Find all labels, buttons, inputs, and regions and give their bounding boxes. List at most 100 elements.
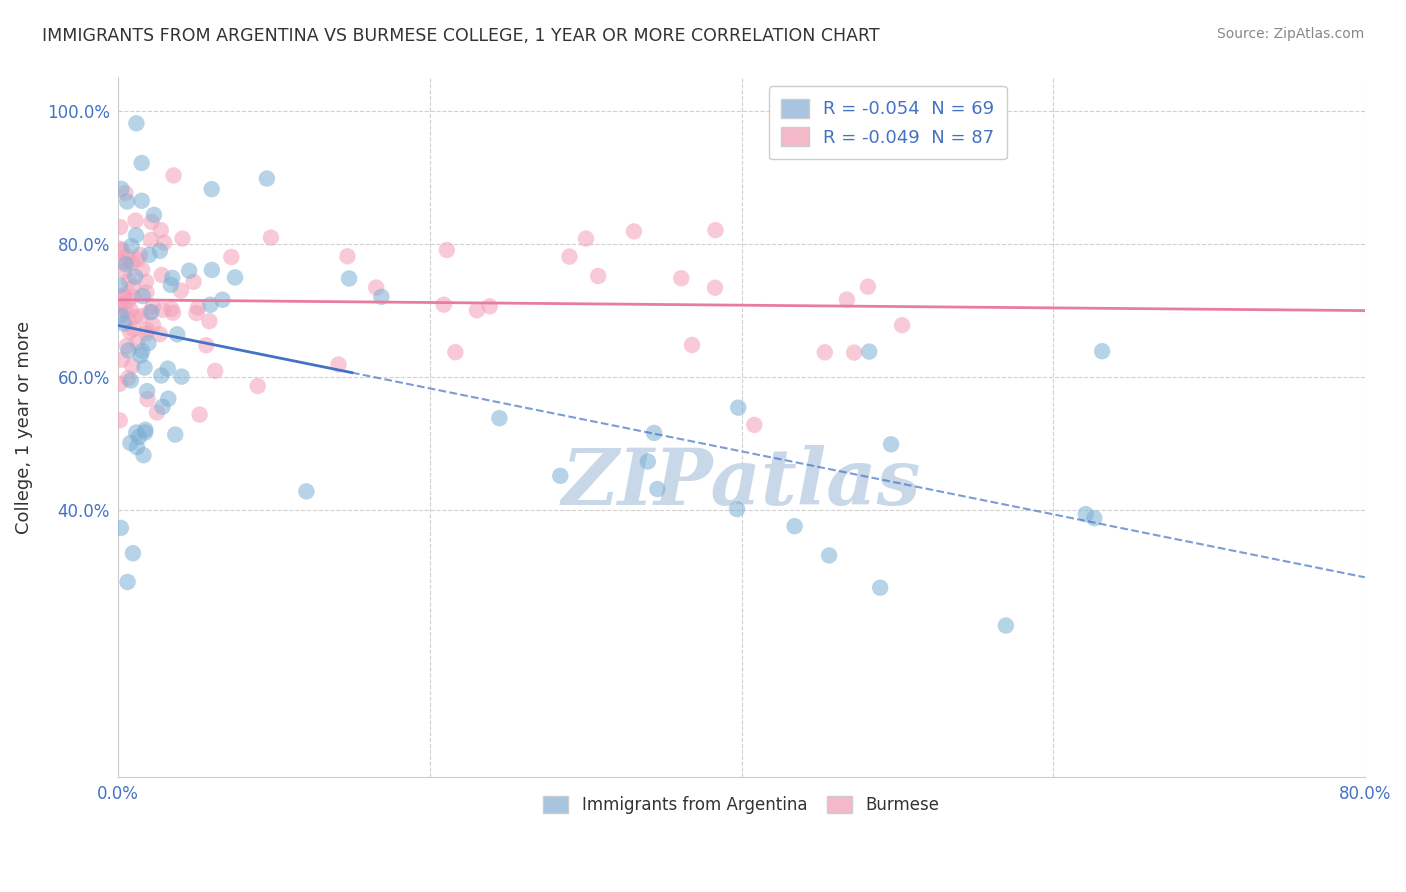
Point [117, 371, 139, 385]
Point [125, 335, 148, 350]
Point [122, 322, 145, 336]
Point [121, 255, 143, 269]
Point [637, 454, 659, 468]
Point [125, 116, 148, 130]
Point [132, 289, 155, 303]
Point [328, 358, 350, 372]
Point [112, 317, 135, 331]
Point [200, 298, 222, 312]
Text: ZIPatlas: ZIPatlas [562, 445, 921, 521]
Point [131, 344, 153, 359]
Point [623, 224, 645, 238]
Point [117, 343, 139, 358]
Point [436, 243, 458, 257]
Point [1074, 507, 1097, 521]
Point [118, 274, 141, 288]
Point [135, 326, 157, 341]
Point [994, 618, 1017, 632]
Point [704, 223, 727, 237]
Point [131, 194, 153, 208]
Point [465, 303, 488, 318]
Point [138, 248, 160, 262]
Point [128, 430, 150, 444]
Point [366, 280, 388, 294]
Point [121, 239, 143, 253]
Point [141, 305, 163, 319]
Point [114, 255, 136, 269]
Point [108, 242, 131, 256]
Point [149, 223, 172, 237]
Point [186, 306, 208, 320]
Point [204, 364, 226, 378]
Point [783, 519, 806, 533]
Point [1083, 511, 1105, 525]
Point [108, 376, 131, 391]
Point [172, 231, 194, 245]
Point [818, 549, 841, 563]
Point [153, 235, 176, 250]
Point [727, 401, 749, 415]
Point [183, 275, 205, 289]
Point [122, 280, 145, 294]
Point [221, 250, 243, 264]
Point [108, 413, 131, 427]
Point [120, 325, 142, 339]
Point [110, 521, 132, 535]
Point [880, 437, 903, 451]
Point [1091, 344, 1114, 359]
Text: IMMIGRANTS FROM ARGENTINA VS BURMESE COLLEGE, 1 YEAR OR MORE CORRELATION CHART: IMMIGRANTS FROM ARGENTINA VS BURMESE COL… [42, 27, 880, 45]
Point [157, 392, 180, 406]
Text: Source: ZipAtlas.com: Source: ZipAtlas.com [1216, 27, 1364, 41]
Point [643, 425, 665, 440]
Point [131, 156, 153, 170]
Point [124, 213, 146, 227]
Point [198, 314, 221, 328]
Point [179, 264, 201, 278]
Point [110, 182, 132, 196]
Point [129, 309, 152, 323]
Point [139, 305, 162, 319]
Point [149, 327, 172, 342]
Point [115, 257, 138, 271]
Point [586, 268, 609, 283]
Point [111, 352, 134, 367]
Point [125, 440, 148, 454]
Point [246, 379, 269, 393]
Point [478, 299, 501, 313]
Point [122, 546, 145, 560]
Point [149, 244, 172, 258]
Point [444, 345, 467, 359]
Point [856, 279, 879, 293]
Point [370, 290, 392, 304]
Point [129, 248, 152, 262]
Point [129, 348, 152, 362]
Point [124, 310, 146, 324]
Point [162, 271, 184, 285]
Point [433, 298, 456, 312]
Point [117, 293, 139, 308]
Point [160, 302, 183, 317]
Point [156, 361, 179, 376]
Point [814, 345, 837, 359]
Point [132, 448, 155, 462]
Point [141, 215, 163, 229]
Point [114, 186, 136, 201]
Point [125, 425, 148, 440]
Point [112, 288, 135, 302]
Point [120, 303, 142, 318]
Point [121, 289, 143, 303]
Point [211, 293, 233, 307]
Point [110, 301, 132, 315]
Point [142, 300, 165, 314]
Point [195, 338, 218, 352]
Point [224, 270, 246, 285]
Point [134, 360, 156, 375]
Point [138, 336, 160, 351]
Point [108, 278, 131, 293]
Y-axis label: College, 1 year or more: College, 1 year or more [15, 320, 32, 533]
Point [135, 275, 157, 289]
Point [337, 271, 360, 285]
Point [108, 297, 131, 311]
Point [260, 230, 283, 244]
Point [704, 281, 727, 295]
